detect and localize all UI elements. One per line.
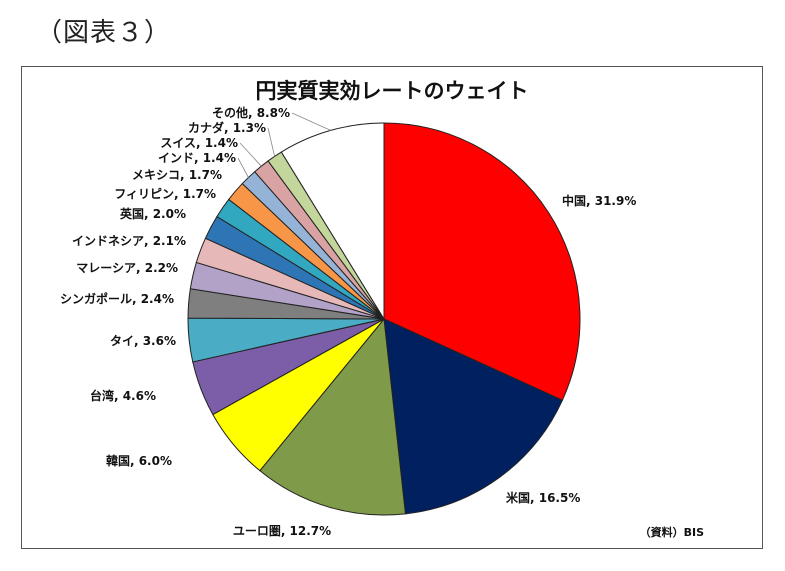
source-note: （資料）BIS — [639, 526, 704, 539]
slice-label: スイス, 1.4% — [160, 136, 238, 150]
pie-chart: 中国, 31.9% 米国, 16.5% ユーロ圏, 12.7% 韓国, 6.0% 台湾,… — [60, 105, 636, 538]
pie-slice — [383, 318, 564, 515]
slice-label: 台湾, 4.6% — [90, 388, 156, 403]
slice-label: 韓国, 6.0% — [106, 453, 172, 468]
slice-label: マレーシア, 2.2% — [76, 261, 178, 275]
chart-frame: 円実質実効レートのウェイト 中国, 31.9% 米国, 16.5% ユーロ圏, 12… — [21, 66, 763, 549]
leader-line — [291, 112, 331, 131]
chart-title: 円実質実効レートのウェイト — [255, 79, 529, 103]
slice-label: メキシコ, 1.7% — [132, 168, 222, 182]
slice-label: 中国, 31.9% — [562, 193, 636, 208]
slice-label: シンガポール, 2.4% — [60, 291, 174, 306]
leader-line — [239, 142, 262, 167]
pie-slice — [259, 317, 406, 516]
slice-label: インド, 1.4% — [158, 151, 236, 165]
slice-label: カナダ, 1.3% — [188, 120, 266, 135]
slice-label: その他, 8.8% — [212, 105, 290, 120]
leader-line — [267, 127, 275, 157]
slice-label: タイ, 3.6% — [110, 334, 176, 348]
slice-label: インドネシア, 2.1% — [72, 234, 186, 248]
slice-label: ユーロ圏, 12.7% — [233, 524, 331, 538]
pie-slice — [383, 122, 581, 401]
slice-label: フィリピン, 1.7% — [114, 187, 216, 201]
slice-label: 英国, 2.0% — [120, 206, 186, 221]
leader-line — [237, 157, 249, 178]
figure-label: （図表３） — [36, 18, 172, 48]
slice-label: 米国, 16.5% — [506, 490, 580, 505]
